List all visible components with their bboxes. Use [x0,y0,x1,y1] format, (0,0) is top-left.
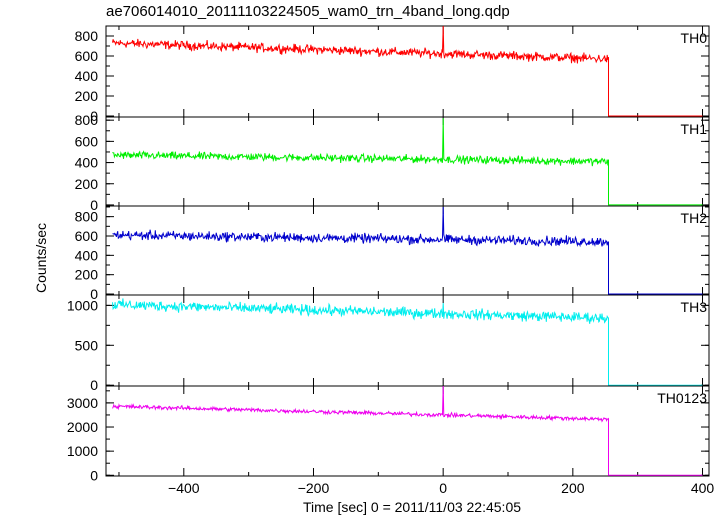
x-tick-label: −200 [298,480,330,496]
series-line-th0123 [112,385,703,476]
y-tick-label: 800 [75,112,99,128]
y-axis-label: Counts/sec [33,223,49,293]
y-tick-label: 200 [75,88,99,104]
panel-label-th1: TH1 [681,121,708,137]
series-line-th3 [112,298,703,386]
panel-label-th0: TH0 [681,30,708,46]
y-tick-label: 0 [90,377,98,393]
x-axis-label: Time [sec] 0 = 2011/11/03 22:45:05 [303,499,521,515]
y-tick-label: 0 [90,197,98,213]
panel-frame-th0123 [105,385,710,477]
series-line-th1 [112,118,703,206]
panel-label-th3: TH3 [681,299,708,315]
x-tick-label: 0 [439,480,447,496]
series-line-th0 [112,25,703,117]
y-tick-label: 400 [75,247,99,263]
panel-label-th0123: TH0123 [657,390,707,406]
y-tick-label: 500 [75,337,99,353]
y-tick-label: 1000 [67,443,98,459]
y-tick-label: 600 [75,133,99,149]
x-tick-label: −400 [168,480,200,496]
x-tick-label: 200 [561,480,585,496]
y-tick-label: 200 [75,267,99,283]
y-tick-label: 600 [75,48,99,64]
panel-label-th2: TH2 [681,210,708,226]
y-tick-label: 2000 [67,419,98,435]
y-tick-label: 400 [75,155,99,171]
y-tick-label: 200 [75,176,99,192]
y-tick-label: 1000 [67,297,98,313]
y-tick-label: 600 [75,228,99,244]
y-tick-label: 0 [90,286,98,302]
series-line-th2 [112,206,703,295]
panel-frame-th1 [105,116,710,207]
y-tick-label: 800 [75,28,99,44]
y-tick-label: 3000 [67,395,98,411]
panel-frame-th2 [105,205,710,296]
y-tick-label: 400 [75,68,99,84]
chart-title: ae706014010_20111103224505_wam0_trn_4ban… [106,3,510,20]
panel-frame-th0 [105,25,710,118]
y-tick-label: 800 [75,209,99,225]
y-tick-label: 0 [90,108,98,124]
x-tick-label: 400 [691,480,715,496]
y-tick-label: 0 [90,467,98,483]
